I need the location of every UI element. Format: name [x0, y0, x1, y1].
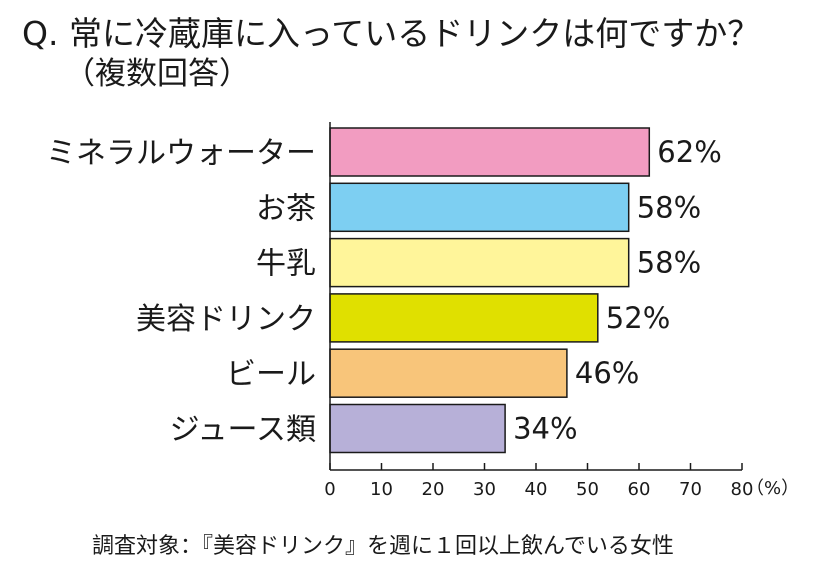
- bar: [329, 237, 630, 288]
- x-tick-label: 80: [731, 479, 754, 500]
- x-tick-label: 0: [324, 479, 335, 500]
- x-tick-label: 40: [525, 479, 548, 500]
- bar: [329, 127, 651, 177]
- category-label: ジュース類: [170, 413, 316, 448]
- footnote: 調査対象：『美容ドリンク』を週に１回以上飲んでいる女性: [92, 534, 674, 559]
- x-tick-label: 60: [628, 479, 651, 500]
- category-label: お茶: [256, 191, 316, 226]
- x-axis-unit: （%）: [746, 478, 799, 499]
- bars-group: ミネラルウォーター 62% お茶 58% 牛乳 58% 美容ドリンク 52% ビール 46% ジュー…: [46, 127, 722, 454]
- category-label: 美容ドリンク: [136, 302, 316, 337]
- bar: [329, 403, 506, 454]
- bar-chart: ミネラルウォーター 62% お茶 58% 牛乳 58% 美容ドリンク 52% ビール 46% ジュー…: [46, 122, 799, 500]
- data-label: 58%: [637, 190, 701, 224]
- x-tick-label: 70: [679, 479, 702, 500]
- bar: [329, 182, 630, 233]
- category-label: ビール: [226, 357, 316, 392]
- chart-title: Q. 常に冷蔵庫に入っているドリンクは何ですか？: [22, 14, 761, 53]
- x-axis: 0 10 20 30 40 50 60 70 80（%）: [324, 122, 799, 500]
- category-label: 牛乳: [256, 247, 316, 282]
- data-label: 62%: [657, 135, 721, 169]
- x-tick-label: 30: [473, 479, 496, 500]
- data-label: 34%: [513, 412, 577, 446]
- data-label: 58%: [637, 246, 701, 280]
- bar: [329, 348, 568, 398]
- chart-subtitle: （複数回答）: [64, 56, 250, 92]
- data-label: 46%: [575, 356, 639, 390]
- data-label: 52%: [606, 301, 670, 335]
- category-label: ミネラルウォーター: [46, 136, 316, 171]
- x-tick-label: 10: [370, 479, 393, 500]
- x-tick-label: 20: [422, 479, 445, 500]
- x-tick-label: 50: [576, 479, 599, 500]
- bar: [329, 293, 599, 343]
